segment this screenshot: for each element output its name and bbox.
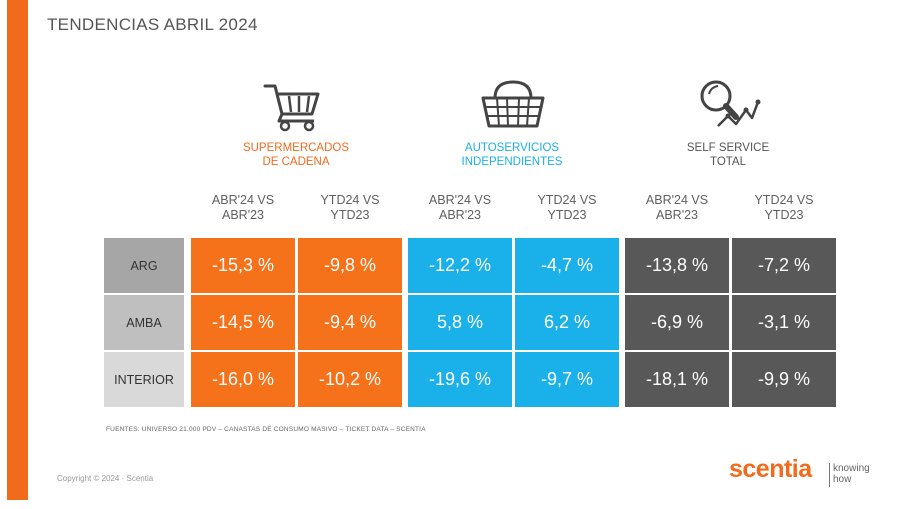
table-cell: -16,0 %: [191, 352, 295, 407]
table-cell: -3,1 %: [732, 295, 836, 350]
table-cell: -9,4 %: [298, 295, 402, 350]
table-cell: -18,1 %: [625, 352, 729, 407]
row-label-arg: ARG: [104, 238, 184, 293]
column-header: ABR'24 VS ABR'23: [428, 193, 492, 222]
table-cell: -12,2 %: [408, 238, 512, 293]
table-cell: -4,7 %: [515, 238, 619, 293]
segment-label-self-service: SELF SERVICE TOTAL: [686, 142, 770, 168]
column-header: YTD24 VS YTD23: [754, 193, 814, 222]
row-label-amba: AMBA: [104, 295, 184, 350]
table-cell: -10,2 %: [298, 352, 402, 407]
table-cell: -9,8 %: [298, 238, 402, 293]
accent-side-bar: [7, 0, 28, 500]
column-header: ABR'24 VS ABR'23: [645, 193, 709, 222]
table-cell: -6,9 %: [625, 295, 729, 350]
table-cell: 6,2 %: [515, 295, 619, 350]
table-cell: -15,3 %: [191, 238, 295, 293]
column-header: ABR'24 VS ABR'23: [211, 193, 275, 222]
source-note: FUENTES: UNIVERSO 21.000 PDV – CANASTAS …: [106, 426, 426, 433]
segment-label-autoservicios: AUTOSERVICIOS INDEPENDIENTES: [461, 142, 563, 168]
scentia-logo: scentia: [729, 455, 812, 483]
page-title: TENDENCIAS ABRIL 2024: [47, 15, 258, 34]
table-cell: -9,7 %: [515, 352, 619, 407]
table-cell: 5,8 %: [408, 295, 512, 350]
magnifier-trend-icon: [700, 80, 761, 127]
shopping-basket-icon: [481, 80, 545, 128]
table-cell: -14,5 %: [191, 295, 295, 350]
logo-tagline: knowing how: [833, 463, 870, 485]
table-cell: -9,9 %: [732, 352, 836, 407]
logo-divider: [829, 463, 830, 487]
table-cell: -13,8 %: [625, 238, 729, 293]
shopping-cart-icon: [263, 84, 320, 132]
table-cell: -19,6 %: [408, 352, 512, 407]
copyright-text: Copyright © 2024 · Scentia: [57, 474, 154, 483]
segment-label-supermercados: SUPERMERCADOS DE CADENA: [242, 142, 350, 168]
table-cell: -7,2 %: [732, 238, 836, 293]
row-label-interior: INTERIOR: [104, 352, 184, 407]
column-header: YTD24 VS YTD23: [320, 193, 380, 222]
column-header: YTD24 VS YTD23: [537, 193, 597, 222]
